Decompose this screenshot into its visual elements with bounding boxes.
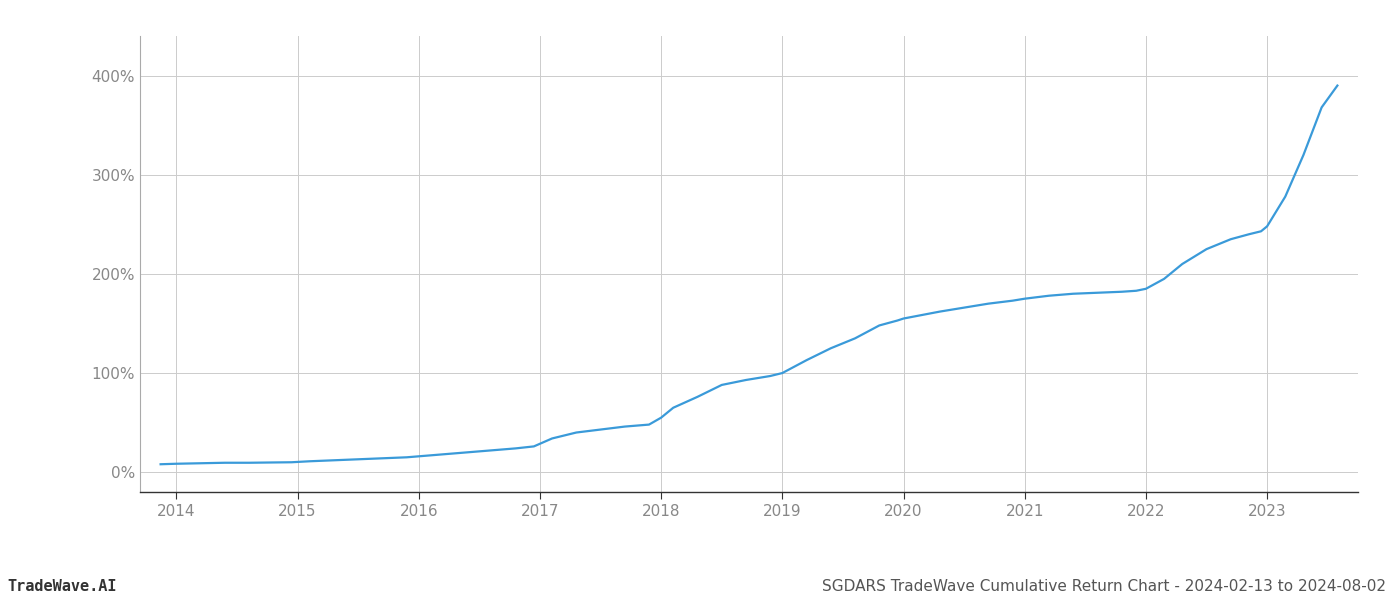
Text: TradeWave.AI: TradeWave.AI [7, 579, 116, 594]
Text: SGDARS TradeWave Cumulative Return Chart - 2024-02-13 to 2024-08-02: SGDARS TradeWave Cumulative Return Chart… [822, 579, 1386, 594]
